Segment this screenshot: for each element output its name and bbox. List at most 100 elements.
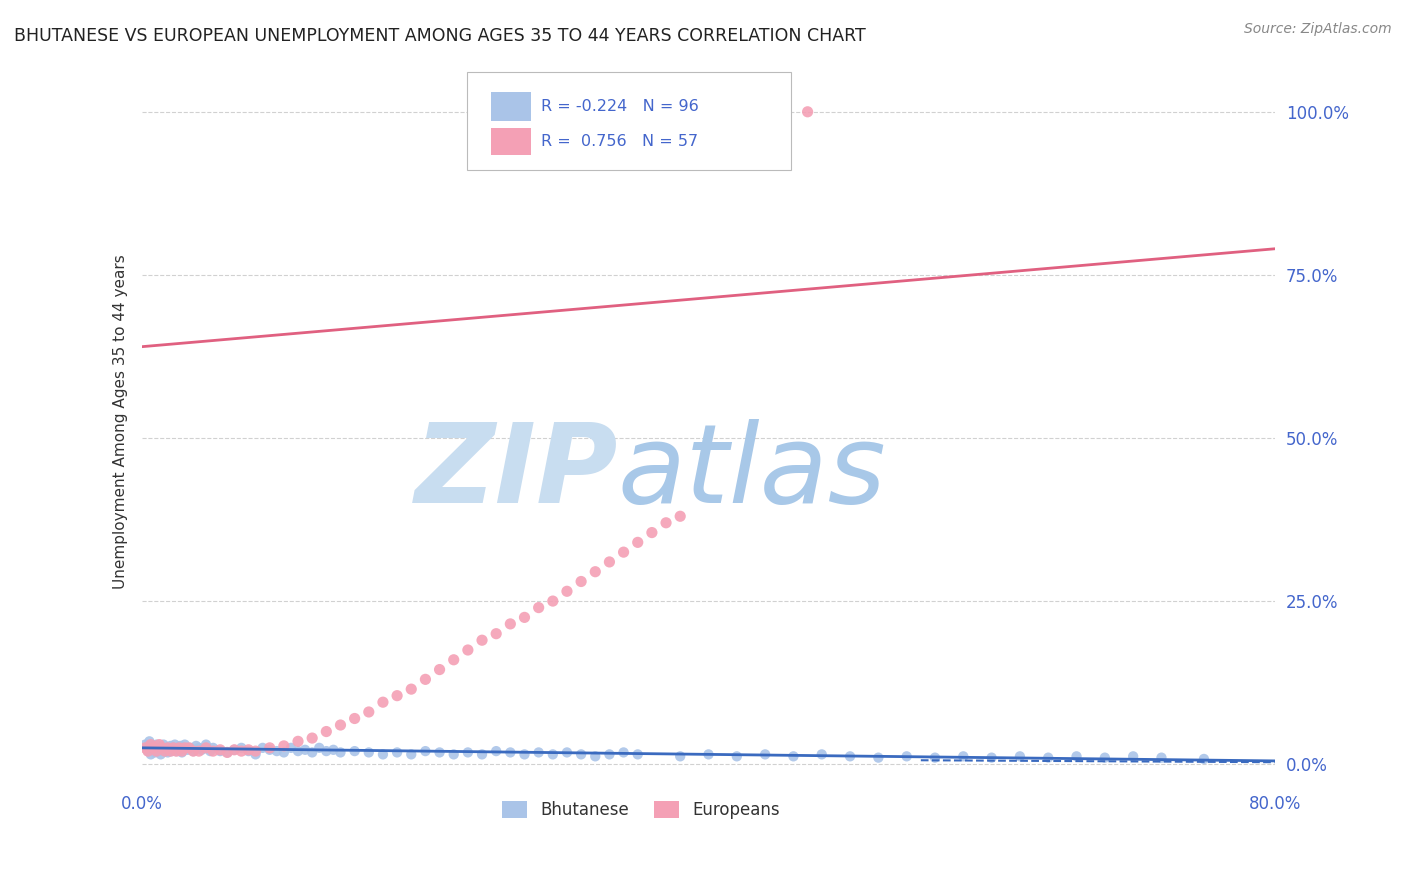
Point	[159, 744, 181, 758]
Point	[443, 747, 465, 762]
Point	[329, 718, 352, 732]
Point	[157, 743, 180, 757]
Point	[641, 525, 664, 540]
Point	[697, 747, 720, 762]
Point	[513, 747, 536, 762]
Point	[173, 738, 195, 752]
Point	[259, 743, 281, 757]
Point	[555, 746, 578, 760]
Point	[149, 747, 172, 762]
Point	[195, 740, 218, 755]
Point	[301, 746, 323, 760]
Point	[231, 744, 253, 758]
Point	[415, 673, 437, 687]
Point	[371, 695, 394, 709]
Point	[1038, 750, 1060, 764]
Point	[839, 749, 862, 764]
Point	[142, 740, 165, 755]
Point	[146, 740, 169, 755]
Point	[485, 744, 508, 758]
Point	[287, 744, 309, 758]
Point	[145, 738, 167, 752]
Point	[187, 740, 209, 755]
Point	[202, 744, 225, 758]
Point	[471, 747, 494, 762]
Point	[541, 594, 564, 608]
Point	[142, 743, 165, 757]
Point	[725, 749, 748, 764]
Point	[141, 739, 163, 753]
Point	[155, 740, 177, 755]
Text: atlas: atlas	[617, 419, 887, 526]
Point	[148, 738, 170, 752]
Point	[153, 744, 176, 758]
Point	[1122, 749, 1144, 764]
Point	[583, 565, 606, 579]
FancyBboxPatch shape	[491, 92, 530, 121]
Point	[273, 746, 295, 760]
Point	[499, 616, 522, 631]
Point	[294, 743, 316, 757]
Point	[329, 746, 352, 760]
Text: ZIP: ZIP	[415, 419, 617, 526]
Point	[209, 743, 232, 757]
Point	[952, 749, 974, 764]
FancyBboxPatch shape	[491, 128, 530, 155]
Point	[669, 509, 692, 524]
Point	[245, 744, 267, 758]
Point	[181, 744, 204, 758]
Point	[569, 574, 592, 589]
Point	[266, 744, 288, 758]
Point	[135, 740, 157, 755]
Point	[513, 610, 536, 624]
Point	[357, 746, 380, 760]
Point	[252, 740, 274, 755]
Point	[598, 555, 620, 569]
Point	[527, 746, 550, 760]
Point	[153, 744, 176, 758]
Point	[150, 740, 173, 755]
Point	[167, 740, 190, 755]
Point	[136, 744, 159, 758]
Point	[371, 747, 394, 762]
Point	[357, 705, 380, 719]
Point	[165, 744, 187, 758]
Point	[457, 746, 479, 760]
Point	[301, 731, 323, 745]
Point	[156, 746, 179, 760]
Point	[224, 743, 246, 757]
Point	[385, 746, 408, 760]
Point	[627, 747, 650, 762]
Point	[202, 740, 225, 755]
Point	[173, 740, 195, 755]
Point	[134, 740, 156, 755]
Point	[273, 739, 295, 753]
Point	[176, 743, 198, 757]
Point	[868, 750, 890, 764]
Point	[429, 663, 451, 677]
Point	[160, 744, 183, 758]
Point	[181, 744, 204, 758]
Point	[527, 600, 550, 615]
Point	[187, 744, 209, 758]
Text: R =  0.756   N = 57: R = 0.756 N = 57	[541, 134, 697, 149]
Point	[443, 653, 465, 667]
Point	[754, 747, 776, 762]
Point	[655, 516, 678, 530]
Point	[308, 740, 330, 755]
Point	[195, 738, 218, 752]
Point	[143, 746, 166, 760]
Point	[177, 740, 200, 755]
Text: Source: ZipAtlas.com: Source: ZipAtlas.com	[1244, 22, 1392, 37]
Point	[1150, 750, 1173, 764]
Legend: Bhutanese, Europeans: Bhutanese, Europeans	[495, 795, 786, 826]
Text: R = -0.224   N = 96: R = -0.224 N = 96	[541, 99, 699, 114]
Point	[138, 734, 160, 748]
Point	[245, 747, 267, 762]
Point	[287, 734, 309, 748]
Point	[179, 740, 201, 755]
Point	[1066, 749, 1088, 764]
Point	[238, 744, 260, 758]
Point	[924, 750, 946, 764]
Point	[280, 740, 302, 755]
